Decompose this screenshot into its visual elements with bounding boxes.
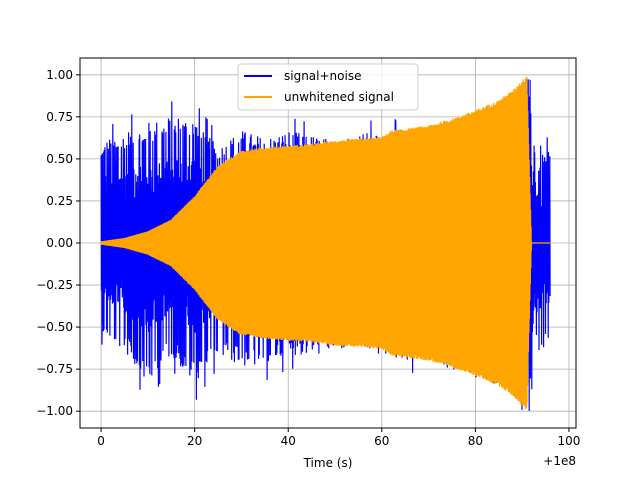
y-tick-label: 0.75: [46, 110, 73, 124]
legend-box: [237, 63, 419, 111]
y-axis-ticks: −1.00 −0.75 −0.50 −0.25 0.00 0.25 0.50 0.75 1.00: [36, 68, 80, 418]
legend: signal+noise unwhitened signal: [237, 63, 419, 111]
x-axis-ticks: 0 20 40 60 80 100: [97, 428, 580, 448]
y-tick-label: 1.00: [46, 68, 73, 82]
legend-label-signal-noise: signal+noise: [284, 69, 361, 83]
x-tick-label: 0: [97, 434, 105, 448]
plot-area: [100, 76, 551, 411]
x-tick-label: 100: [558, 434, 581, 448]
x-tick-label: 20: [187, 434, 202, 448]
y-tick-label: −1.00: [36, 404, 73, 418]
x-tick-label: 60: [374, 434, 389, 448]
y-tick-label: 0.50: [46, 152, 73, 166]
y-tick-label: −0.25: [36, 278, 73, 292]
x-tick-label: 40: [281, 434, 296, 448]
y-tick-label: 0.25: [46, 194, 73, 208]
x-tick-label: 80: [468, 434, 483, 448]
y-tick-label: −0.75: [36, 362, 73, 376]
series-line-unwhitened-signal: [100, 76, 551, 410]
x-axis-offset-label: +1e8: [543, 454, 576, 468]
y-tick-label: −0.50: [36, 320, 73, 334]
legend-label-unwhitened-signal: unwhitened signal: [284, 90, 394, 104]
y-tick-label: 0.00: [46, 236, 73, 250]
x-axis-label: Time (s): [303, 456, 353, 470]
